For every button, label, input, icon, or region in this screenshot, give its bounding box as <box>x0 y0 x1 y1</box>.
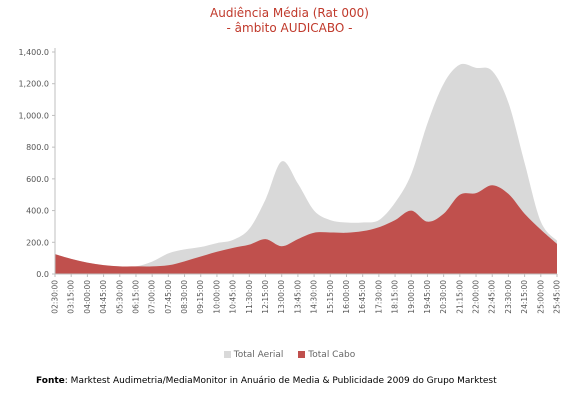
x-tick-label: 17:30:00 <box>374 280 383 314</box>
x-tick-label: 12:15:00 <box>261 280 270 314</box>
chart-legend: Total Aerial Total Cabo <box>0 350 579 360</box>
y-tick-label: 0.0 <box>36 270 49 279</box>
x-tick-label: 18:15:00 <box>391 280 400 314</box>
y-tick-label: 1,000.0 <box>18 111 49 120</box>
x-tick-label: 19:45:00 <box>423 280 432 314</box>
chart-subtitle: - âmbito AUDICABO - <box>226 21 353 35</box>
x-tick-label: 10:00:00 <box>212 280 221 314</box>
legend-label-aerial: Total Aerial <box>233 350 284 360</box>
x-tick-label: 02:30:00 <box>51 280 60 314</box>
x-tick-label: 15:15:00 <box>326 280 335 314</box>
x-tick-label: 21:15:00 <box>455 280 464 314</box>
x-tick-label: 14:30:00 <box>310 280 319 314</box>
legend-item-cabo: Total Cabo <box>298 350 355 360</box>
x-tick-label: 08:30:00 <box>180 280 189 314</box>
y-tick-label: 1,400.0 <box>18 48 49 57</box>
legend-item-aerial: Total Aerial <box>223 350 284 360</box>
x-tick-label: 05:30:00 <box>115 280 124 314</box>
x-tick-label: 23:30:00 <box>504 280 513 314</box>
y-tick-label: 600.0 <box>26 175 49 184</box>
x-tick-label: 16:00:00 <box>342 280 351 314</box>
legend-label-cabo: Total Cabo <box>308 350 356 360</box>
source-label: Fonte <box>36 376 65 386</box>
x-tick-label: 10:45:00 <box>229 280 238 314</box>
legend-swatch-cabo <box>298 351 306 358</box>
x-tick-label: 13:00:00 <box>277 280 286 314</box>
x-tick-label: 20:30:00 <box>439 280 448 314</box>
x-tick-label: 09:15:00 <box>196 280 205 314</box>
x-tick-label: 25:00:00 <box>536 280 545 314</box>
x-tick-label: 11:30:00 <box>245 280 254 314</box>
series-area-cabo <box>55 185 557 274</box>
chart-title: Audiência Média (Rat 000) <box>210 6 369 20</box>
x-tick-label: 03:15:00 <box>67 280 76 314</box>
source-text: : Marktest Audimetria/MediaMonitor in An… <box>64 376 497 386</box>
x-tick-label: 24:15:00 <box>520 280 529 314</box>
x-tick-label: 07:00:00 <box>148 280 157 314</box>
legend-swatch-aerial <box>223 351 231 358</box>
x-tick-label: 25:45:00 <box>553 280 562 314</box>
x-tick-label: 22:00:00 <box>472 280 481 314</box>
x-tick-label: 04:45:00 <box>99 280 108 314</box>
x-tick-label: 06:15:00 <box>131 280 140 314</box>
x-tick-label: 04:00:00 <box>83 280 92 314</box>
source-note: Fonte: Marktest Audimetria/MediaMonitor … <box>36 376 497 386</box>
y-tick-label: 400.0 <box>26 207 49 216</box>
y-tick-label: 200.0 <box>26 238 49 247</box>
x-tick-label: 13:45:00 <box>293 280 302 314</box>
x-tick-label: 16:45:00 <box>358 280 367 314</box>
y-tick-label: 800.0 <box>26 143 49 152</box>
x-tick-label: 22:45:00 <box>488 280 497 314</box>
x-tick-label: 19:00:00 <box>407 280 416 314</box>
x-tick-label: 07:45:00 <box>164 280 173 314</box>
y-tick-label: 1,200.0 <box>18 80 49 89</box>
